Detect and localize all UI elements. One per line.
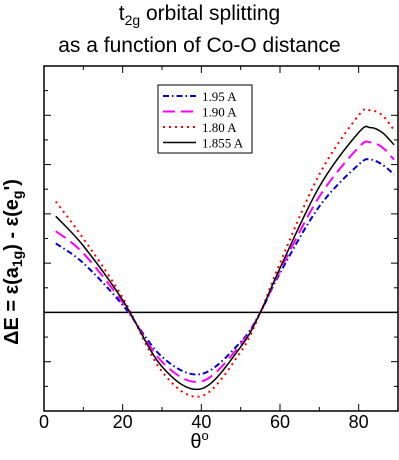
x-tick-label: 60 — [270, 412, 290, 432]
x-axis-label: θo — [190, 428, 209, 453]
x-tick-label: 40 — [191, 412, 211, 432]
x-tick-label: 20 — [113, 412, 133, 432]
legend-label-2: 1.90 A — [202, 105, 237, 120]
x-tick-label: 0 — [39, 412, 49, 432]
chart-title-line-2: as a function of Co-O distance — [58, 34, 341, 57]
x-tick-label: 80 — [349, 412, 369, 432]
series-line-2 — [55, 140, 395, 383]
legend-box — [157, 84, 253, 154]
legend-label-1: 1.95 A — [202, 89, 237, 104]
series-line-1 — [55, 158, 395, 376]
legend-label-4: 1.855 A — [202, 136, 244, 151]
series-line-4 — [55, 125, 395, 391]
chart-title-line-1: t2g orbital splitting — [118, 2, 281, 28]
legend-label-3: 1.80 A — [202, 120, 237, 135]
